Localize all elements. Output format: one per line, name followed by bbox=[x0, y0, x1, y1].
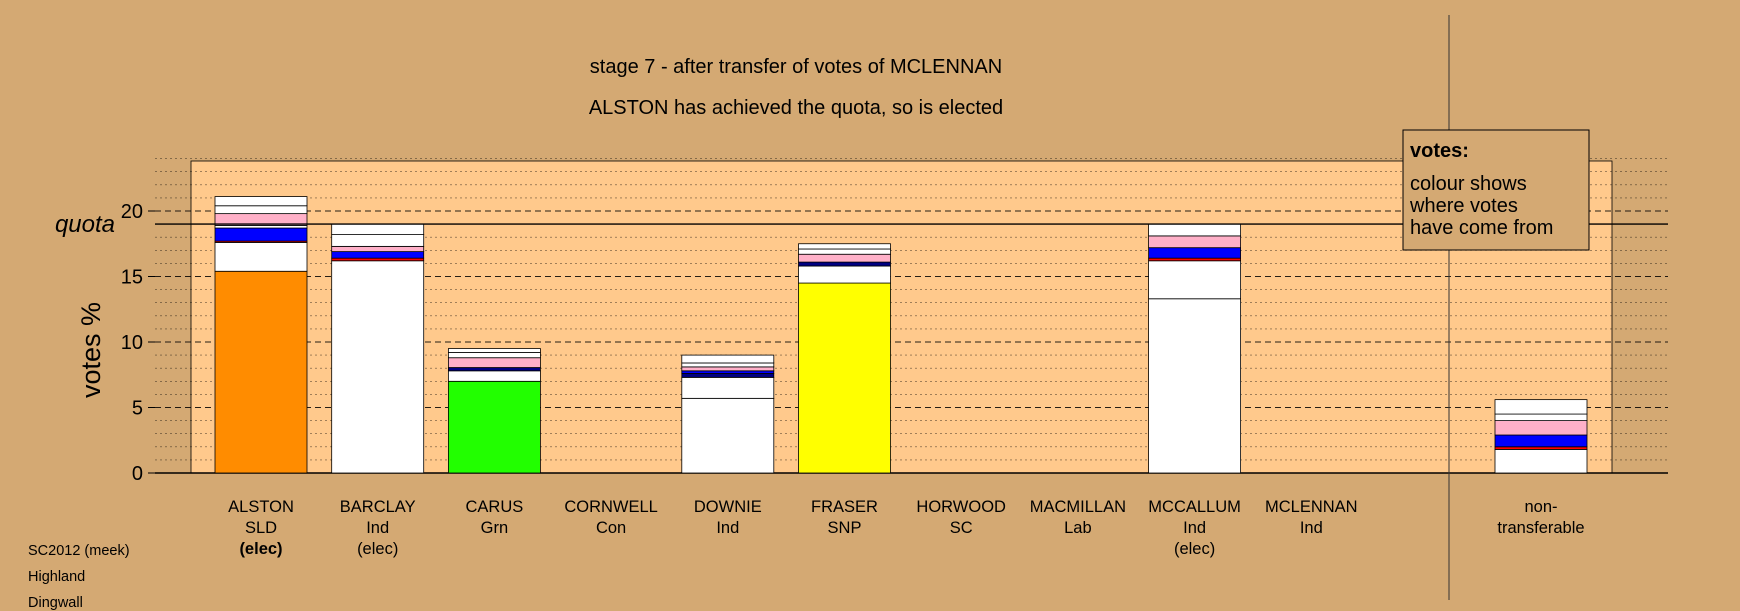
footer-line-3: Dingwall bbox=[28, 595, 83, 611]
bar-segment-mccallum bbox=[1148, 247, 1241, 259]
y-tick-label: 0 bbox=[132, 463, 143, 485]
candidate-party-label: Ind bbox=[1300, 519, 1323, 537]
y-tick-label: 10 bbox=[121, 332, 143, 354]
bar-segment-alston bbox=[214, 205, 308, 215]
bar-segment-downie bbox=[681, 366, 775, 372]
candidate-name-label: HORWOOD bbox=[916, 498, 1006, 516]
candidate-name-label: DOWNIE bbox=[694, 498, 762, 516]
candidate-name-label: CORNWELL bbox=[564, 498, 658, 516]
bar-segment-nontransferable bbox=[1494, 413, 1588, 421]
bar-segment-mccallum bbox=[1148, 235, 1241, 249]
y-axis-label: votes % bbox=[76, 302, 106, 398]
candidate-name-label: FRASER bbox=[811, 498, 878, 516]
bar-segment-barclay bbox=[331, 245, 425, 253]
bar-segment-downie bbox=[681, 376, 775, 399]
bar-segment-carus bbox=[447, 367, 541, 372]
bar-segment-alston bbox=[214, 196, 308, 207]
footer-line-1: SC2012 (meek) bbox=[28, 543, 130, 559]
legend-title: votes: bbox=[1410, 140, 1469, 162]
nontransferable-label: transferable bbox=[1497, 519, 1584, 537]
chart-title: stage 7 - after transfer of votes of MCL… bbox=[590, 56, 1002, 78]
bar-segment-downie bbox=[681, 373, 775, 378]
candidate-party-label: Grn bbox=[481, 519, 509, 537]
candidate-name-label: BARCLAY bbox=[340, 498, 416, 516]
bar-segment-carus bbox=[447, 352, 541, 359]
bar-segment-fraser bbox=[798, 253, 891, 263]
quota-label: quota bbox=[55, 211, 115, 238]
bar-segment-carus bbox=[447, 380, 541, 474]
bar-segment-alston bbox=[214, 242, 308, 272]
legend-line-3: have come from bbox=[1410, 217, 1553, 239]
bar-segment-barclay bbox=[331, 223, 425, 235]
legend-line-2: where votes bbox=[1409, 195, 1518, 217]
candidate-name-label: MACMILLAN bbox=[1030, 498, 1126, 516]
candidate-status-label: (elec) bbox=[1174, 540, 1215, 558]
bar-segment-mccallum bbox=[1148, 298, 1241, 474]
candidate-party-label: Ind bbox=[366, 519, 389, 537]
bar-segment-fraser bbox=[798, 265, 891, 284]
bar-segment-nontransferable bbox=[1494, 399, 1588, 415]
bar-segment-mccallum bbox=[1148, 223, 1241, 237]
candidate-party-label: Con bbox=[596, 519, 626, 537]
bar-segment-carus bbox=[447, 357, 541, 368]
footer-line-2: Highland bbox=[28, 569, 86, 585]
candidate-name-label: ALSTON bbox=[228, 498, 294, 516]
nontransferable-label: non- bbox=[1524, 498, 1557, 516]
candidate-party-label: SNP bbox=[828, 519, 862, 537]
bar-segment-downie bbox=[681, 354, 775, 364]
bar-segment-mccallum bbox=[1148, 260, 1241, 300]
bar-segment-fraser bbox=[798, 243, 891, 250]
candidate-party-label: Ind bbox=[716, 519, 739, 537]
bar-segment-nontransferable bbox=[1494, 434, 1588, 448]
bar-segment-barclay bbox=[331, 251, 425, 259]
y-tick-label: 20 bbox=[121, 201, 143, 223]
x-axis-labels: ALSTON SLD (elec) BARCLAY Ind (elec) CARUS Grn C… bbox=[228, 498, 1584, 558]
candidate-party-label: Ind bbox=[1183, 519, 1206, 537]
bar-segment-alston bbox=[214, 227, 308, 242]
y-axis: 0 5 10 15 20 bbox=[121, 201, 155, 485]
plot-area bbox=[190, 160, 1613, 474]
bar-segment-fraser bbox=[798, 261, 891, 267]
chart-subtitle: ALSTON has achieved the quota, so is ele… bbox=[589, 97, 1003, 119]
bar-segment-downie bbox=[681, 397, 775, 474]
candidate-party-label: SLD bbox=[245, 519, 277, 537]
bar-segment-barclay bbox=[331, 260, 425, 474]
y-tick-label: 5 bbox=[132, 398, 143, 420]
bar-segment-barclay bbox=[331, 234, 425, 247]
y-tick-label: 15 bbox=[121, 267, 143, 289]
candidate-name-label: MCLENNAN bbox=[1265, 498, 1358, 516]
bar-segment-carus bbox=[447, 348, 541, 353]
bar-segment-alston bbox=[214, 270, 308, 474]
bars bbox=[214, 196, 1588, 474]
candidate-party-label: SC bbox=[950, 519, 973, 537]
candidate-status-label: (elec) bbox=[239, 540, 282, 558]
legend-line-1: colour shows bbox=[1410, 173, 1527, 195]
candidate-name-label: MCCALLUM bbox=[1148, 498, 1241, 516]
candidate-status-label: (elec) bbox=[357, 540, 398, 558]
candidate-name-label: CARUS bbox=[466, 498, 524, 516]
candidate-party-label: Lab bbox=[1064, 519, 1092, 537]
legend-box: votes: colour shows where votes have com… bbox=[1402, 129, 1590, 251]
bar-segment-fraser bbox=[798, 248, 891, 255]
bar-segment-nontransferable bbox=[1494, 449, 1588, 474]
bar-segment-fraser bbox=[798, 282, 891, 474]
bar-segment-downie bbox=[681, 362, 775, 368]
bar-segment-nontransferable bbox=[1494, 420, 1588, 436]
bar-segment-carus bbox=[447, 370, 541, 382]
